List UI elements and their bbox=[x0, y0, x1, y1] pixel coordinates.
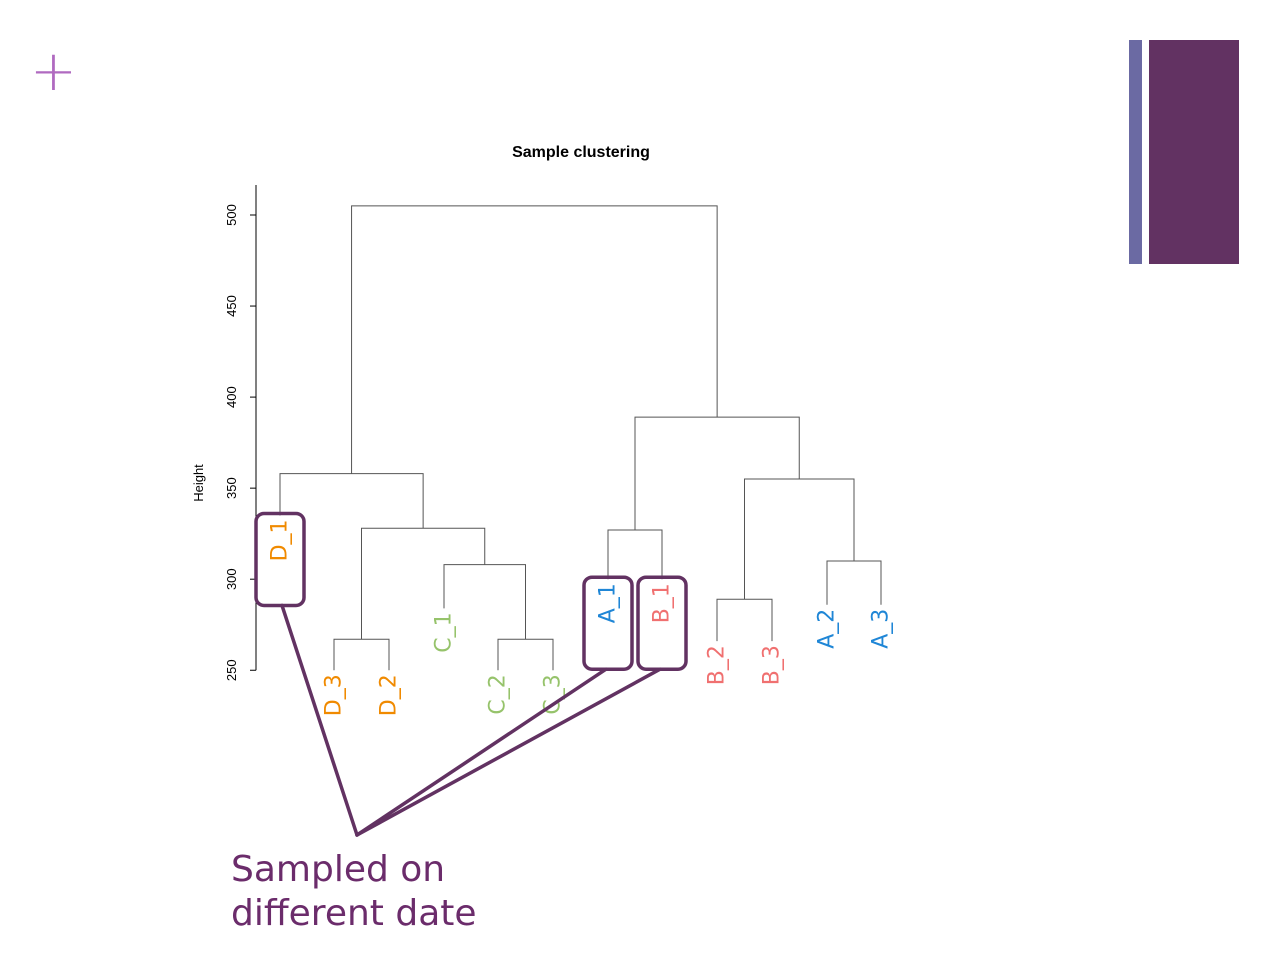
leaf-label: B_2 bbox=[705, 645, 730, 685]
leaf-label: C_2 bbox=[486, 674, 511, 714]
leaf-label: A_1 bbox=[596, 583, 621, 623]
leaf-label: B_1 bbox=[650, 583, 675, 623]
highlight-box bbox=[636, 575, 688, 671]
leaf-label: D_3 bbox=[322, 674, 347, 716]
chart-title: Sample clustering bbox=[512, 144, 650, 161]
leaf-label: A_2 bbox=[815, 609, 840, 649]
leaf-label: A_3 bbox=[869, 609, 894, 649]
dendrogram-branch bbox=[333, 638, 390, 671]
leaf-label: B_3 bbox=[760, 645, 785, 685]
dendrogram-branch bbox=[497, 638, 554, 671]
annotation-pointer-line bbox=[280, 603, 359, 837]
y-tick-label: 300 bbox=[224, 568, 239, 590]
leaf-label: C_1 bbox=[432, 612, 457, 652]
leaf-label: C_3 bbox=[541, 674, 566, 714]
dendrogram-branch bbox=[744, 478, 855, 600]
dendrogram-branch bbox=[361, 527, 486, 640]
annotation-pointer-line bbox=[355, 667, 662, 837]
y-tick-label: 450 bbox=[224, 295, 239, 317]
accent-bar-thin bbox=[1129, 40, 1142, 264]
dendrogram-branch bbox=[607, 529, 663, 580]
y-tick-label: 350 bbox=[224, 477, 239, 499]
caption-line-2: different date bbox=[231, 893, 477, 934]
caption-line-1: Sampled on bbox=[231, 849, 446, 890]
leaf-label: D_1 bbox=[268, 519, 293, 561]
annotation-pointer-line bbox=[355, 667, 608, 837]
y-tick-label: 400 bbox=[224, 386, 239, 408]
dendrogram-branch bbox=[716, 598, 773, 642]
plus-icon: + bbox=[30, 39, 77, 104]
accent-bar-thick bbox=[1149, 40, 1239, 264]
leaf-label: D_2 bbox=[377, 674, 402, 716]
y-tick-label: 500 bbox=[224, 204, 239, 226]
dendrogram-branch bbox=[351, 205, 718, 474]
dendrogram-branch bbox=[826, 560, 882, 605]
highlight-box bbox=[582, 575, 634, 671]
y-axis-label: Height bbox=[191, 464, 206, 502]
highlight-box bbox=[254, 511, 306, 608]
y-tick-label: 250 bbox=[224, 659, 239, 681]
annotation-caption: Sampled on different date bbox=[231, 848, 477, 936]
dendrogram-branch bbox=[279, 473, 424, 529]
dendrogram-branch bbox=[634, 416, 800, 531]
